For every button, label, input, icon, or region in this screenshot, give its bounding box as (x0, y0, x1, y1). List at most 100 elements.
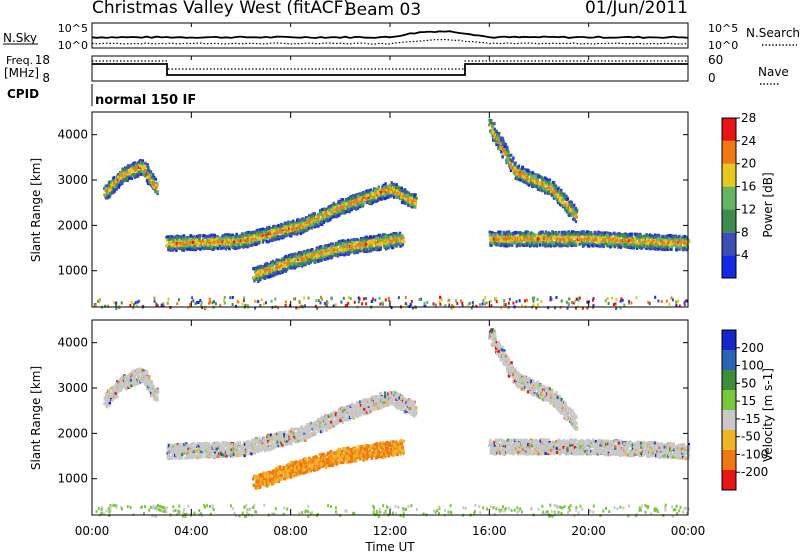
echo-cell (494, 139, 497, 143)
echo-cell (148, 175, 151, 179)
echo-cell (280, 264, 283, 268)
echo-cell (124, 169, 128, 173)
nsky-label: N.Sky (3, 31, 37, 45)
echo-cell (116, 175, 120, 179)
echo-cell (136, 169, 139, 173)
echo-cell (211, 242, 214, 246)
echo-cell (365, 235, 368, 239)
echo-cell (156, 190, 159, 194)
echo-cell (216, 243, 219, 247)
echo-cell (169, 241, 172, 245)
echo-cell (249, 237, 252, 240)
echo-cell (104, 193, 107, 197)
echo-cell (116, 180, 119, 184)
echo-cell (379, 190, 383, 194)
echo-cell (260, 230, 263, 234)
echo-cell (149, 174, 153, 178)
echo-cell (186, 247, 189, 251)
echo-cell (189, 247, 192, 251)
echo-cell (229, 233, 232, 237)
echo-cell (219, 242, 222, 246)
echo-cell (619, 234, 623, 237)
echo-cell (143, 166, 147, 170)
echo-cell (527, 172, 531, 176)
echo-cell (154, 177, 158, 181)
echo-cell (549, 236, 553, 240)
echo-cell (381, 184, 384, 188)
echo-cell (302, 217, 306, 221)
echo-cell (202, 246, 205, 250)
echo-cell (199, 247, 202, 251)
echo-cell (566, 234, 570, 238)
echo-cell (535, 185, 538, 189)
echo-cell (112, 176, 116, 180)
echo-cell (289, 232, 292, 236)
echo-cell (222, 246, 225, 250)
echo-cell (116, 173, 120, 176)
echo-cell (132, 169, 136, 173)
echo-cell (111, 191, 115, 195)
echo-cell (114, 187, 117, 191)
echo-cell (262, 234, 265, 238)
power-echo-cells (93, 118, 691, 310)
echo-cell (498, 131, 501, 135)
echo-cell (106, 194, 109, 198)
echo-cell (198, 237, 201, 241)
freq-trace (92, 63, 688, 76)
echo-cell (491, 125, 494, 129)
echo-cell (186, 237, 189, 241)
echo-cell (132, 161, 135, 165)
echo-cell (245, 237, 248, 240)
echo-cell (144, 161, 147, 165)
echo-cell (118, 181, 121, 185)
echo-cell (167, 235, 170, 239)
echo-cell (180, 246, 183, 250)
echo-cell (124, 166, 128, 170)
echo-cell (178, 238, 182, 242)
echo-cell (126, 167, 129, 171)
echo-cell (265, 233, 269, 237)
echo-cell (291, 231, 294, 235)
echo-cell (387, 246, 390, 250)
echo-cell (119, 179, 123, 183)
echo-cell (109, 188, 112, 192)
echo-cell (264, 233, 267, 237)
echo-cell (109, 187, 112, 190)
echo-cell (241, 232, 244, 236)
echo-cell (337, 209, 340, 213)
echo-cell (213, 234, 217, 238)
echo-cell (389, 194, 392, 198)
echo-cell (259, 228, 262, 232)
echo-cell (197, 241, 201, 245)
echo-cell (113, 182, 116, 186)
echo-cell (224, 243, 228, 247)
echo-cell (147, 166, 150, 170)
echo-cell (255, 239, 258, 242)
echo-cell (399, 244, 402, 248)
echo-cell (239, 235, 242, 238)
echo-cell (146, 175, 149, 179)
echo-cell (141, 168, 145, 172)
echo-cell (401, 243, 405, 247)
echo-cell (140, 172, 143, 176)
echo-cell (168, 237, 172, 241)
echo-cell (320, 245, 323, 249)
echo-cell (175, 236, 179, 240)
echo-cell (179, 242, 183, 246)
echo-cell (186, 236, 190, 240)
echo-cell (139, 168, 143, 172)
echo-cell (155, 184, 158, 188)
echo-cell (556, 195, 560, 199)
echo-cell (129, 167, 132, 171)
echo-cell (237, 237, 240, 241)
echo-cell (191, 235, 194, 239)
echo-cell (519, 231, 522, 234)
echo-cell (248, 234, 251, 238)
echo-cell (271, 236, 274, 240)
echo-cell (207, 240, 211, 244)
echo-cell (134, 174, 137, 178)
echo-cell (255, 242, 258, 246)
echo-cell (509, 163, 513, 167)
echo-cell (527, 169, 530, 173)
